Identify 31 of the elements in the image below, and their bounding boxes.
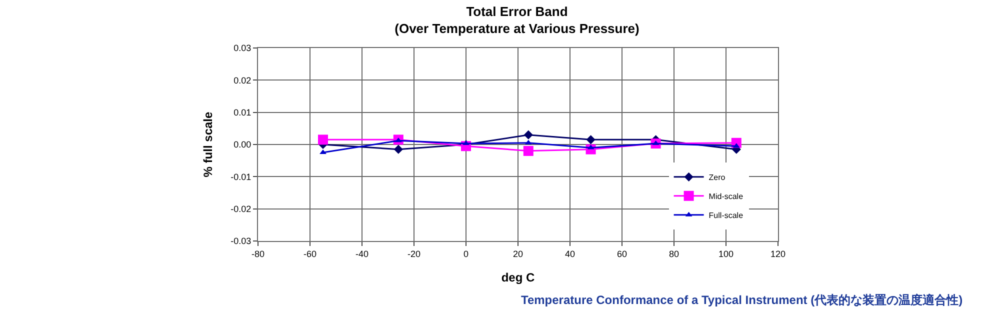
x-tick-label: 100 (718, 248, 734, 259)
y-tick-label: 0.02 (234, 75, 252, 86)
legend-label: Zero (708, 173, 726, 182)
y-axis-title: % full scale (200, 112, 215, 178)
y-tick-label: -0.02 (230, 204, 252, 214)
x-tick-label: 60 (616, 248, 628, 259)
y-tick-label: 0.00 (234, 140, 252, 150)
point (394, 144, 403, 154)
point (318, 134, 328, 145)
x-axis-title: deg C (501, 270, 535, 285)
x-tick-label: 80 (668, 248, 680, 259)
point (586, 135, 596, 144)
x-tick-label: 0 (463, 248, 469, 259)
x-tick-label: -60 (303, 248, 317, 259)
x-tick-label: 120 (770, 248, 786, 259)
x-tick-label: -20 (407, 248, 421, 259)
chart-title: Total Error Band (Over Temperature at Various Pressure) (394, 4, 640, 36)
y-tick-label: -0.01 (230, 172, 252, 182)
point (320, 150, 326, 154)
x-tick-label: 40 (564, 248, 576, 259)
x-tick-label: -80 (251, 248, 265, 259)
point (523, 146, 534, 156)
y-tick-label: -0.03 (230, 236, 252, 246)
x-tick-label: 20 (512, 248, 524, 259)
legend-label: Full-scale (708, 211, 744, 220)
y-tick-label: 0.01 (234, 107, 252, 118)
point (524, 130, 533, 140)
y-tick-label: 0.03 (234, 43, 252, 54)
legend-label: Mid-scale (708, 192, 744, 202)
x-tick-label: -40 (355, 248, 369, 259)
text: Temperature Conformance of a Typical Instrument (代表的な装置の温度適合性) (521, 293, 963, 307)
